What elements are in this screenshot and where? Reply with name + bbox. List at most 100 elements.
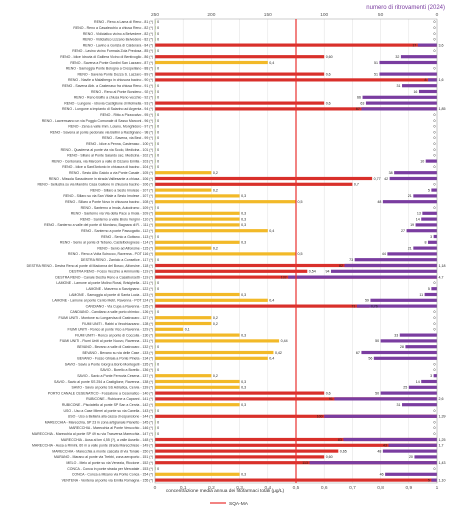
- count-bar: [424, 292, 437, 297]
- count-bar: [373, 356, 437, 360]
- conc-value-label: 1,6: [439, 78, 444, 82]
- conc-bar: [155, 194, 240, 198]
- station-label: RENO - Idice a Penna, Castenaso - 100 (*…: [86, 142, 153, 146]
- conc-value-label: 0: [157, 426, 159, 430]
- conc-value-label: 0,2: [213, 171, 218, 175]
- conc-value-label: 0: [157, 49, 159, 53]
- count-value-label: 0: [434, 26, 436, 30]
- conc-value-label: 0,3: [241, 194, 246, 198]
- station-label: RENO - Lavino vicino Formaia Zola Predos…: [72, 49, 153, 53]
- conc-bar: [155, 147, 156, 152]
- conc-bar: [155, 310, 156, 314]
- count-value-label: 5: [428, 188, 430, 192]
- count-value-label: 73: [349, 258, 353, 262]
- station-label: RENO - Savena a Ponte Gordini San Lazzar…: [70, 61, 153, 65]
- count-value-label: 0: [434, 426, 436, 430]
- conc-bar: [155, 72, 325, 76]
- station-label: RENO - Sillaro su via San Vitale a Sesto…: [63, 194, 153, 198]
- conc-bar: [155, 118, 156, 123]
- station-label: RENO - Santerno via Via della Pace a Imo…: [71, 212, 153, 216]
- conc-value-label: 0,7: [354, 183, 359, 187]
- count-value-label: 28: [400, 345, 404, 349]
- station-label: RENO - Zena a valle Imm. Loiano, Monghid…: [68, 125, 153, 129]
- station-label: RENO - Ritto a Pizzocalvo - 95 (*): [100, 113, 153, 117]
- count-bar: [418, 89, 437, 94]
- count-value-label: 0: [434, 113, 436, 117]
- station-label: RENO - Reno al Ponte Bondeno - 92 (*): [91, 90, 153, 94]
- conc-value-label: 0,3: [241, 386, 246, 390]
- station-label: RENO - Idice a Sant'Antonio in chiusura …: [62, 165, 153, 169]
- conc-bar: [155, 368, 156, 372]
- conc-value-label: 0,3: [241, 241, 246, 245]
- station-label: RENO - Reno a Lama di Reno - 81 (*): [94, 20, 153, 24]
- count-bar: [413, 194, 437, 198]
- conc-bar: [155, 130, 156, 134]
- station-label: SAVIO - Borello a Borello - 136 (*): [100, 368, 153, 372]
- conc-value-label: 0,2: [213, 322, 218, 326]
- station-label: RENO - Missola Sassoleone in strada Vall…: [49, 177, 153, 181]
- conc-bar: [155, 142, 156, 146]
- station-label: RENO - Vidiciatico vicino a Belvedere - …: [83, 32, 153, 36]
- count-value-label: 0: [434, 136, 436, 140]
- count-bar: [421, 379, 437, 384]
- conc-value-label: 0: [157, 130, 159, 134]
- station-label: LAMONE - Marzeno a Sarzignano - 122 (*): [86, 287, 153, 291]
- conc-bar: [155, 321, 212, 326]
- count-tick-label: 0: [436, 12, 439, 18]
- count-value-label: 67: [356, 351, 360, 355]
- conc-bar: [155, 200, 296, 204]
- count-bar: [380, 391, 437, 395]
- conc-bar: [155, 240, 240, 244]
- conc-bar: [155, 385, 240, 389]
- count-value-label: 5: [428, 287, 430, 291]
- conc-bar: [155, 339, 280, 343]
- conc-bar: [155, 234, 156, 239]
- station-label: MARANO - Marano al ponte via Trebbi, zon…: [54, 455, 153, 459]
- station-label: SAVIO - Savio a Ponte Ferrovia Cesena - …: [77, 374, 153, 378]
- station-label: CONCA - Conca a Misano via Ponte Conca -…: [72, 473, 153, 477]
- count-value-label: 51: [374, 72, 378, 76]
- count-value-label: 3: [430, 235, 432, 239]
- conc-bar: [155, 327, 184, 331]
- count-bar: [361, 107, 437, 111]
- station-label: RUBICONE - Pisciatello al ponte SP San a…: [62, 403, 153, 407]
- conc-value-label: 0: [157, 154, 159, 158]
- count-bar: [370, 298, 437, 302]
- conc-value-label: 0,3: [241, 223, 246, 227]
- count-value-label: 0: [434, 142, 436, 146]
- count-bar: [344, 263, 437, 268]
- count-tick-label: 200: [207, 12, 215, 18]
- conc-bar: [155, 124, 156, 128]
- count-value-label: 50: [375, 391, 379, 395]
- station-label: RENO - Idice Idrovia di Galliera Vicino …: [60, 55, 153, 59]
- labels-layer: RENO - Reno a Lama di Reno - 81 (*) 0 0 REN…: [27, 20, 446, 482]
- count-value-label: 0: [434, 32, 436, 36]
- conc-value-label: 0: [157, 287, 159, 291]
- count-value-label: 91: [329, 397, 333, 401]
- station-label: RENO - Vidiciatico Lizzano Belvedere - 8…: [83, 38, 153, 42]
- conc-bar: [155, 408, 156, 413]
- conc-bar: [155, 449, 339, 453]
- conc-bar: [155, 379, 240, 384]
- conc-bar: [155, 223, 240, 227]
- conc-bar: [155, 466, 156, 471]
- conc-tick-label: 0,7: [349, 485, 356, 491]
- count-value-label: 67: [356, 107, 360, 111]
- conc-bar: [155, 182, 353, 186]
- count-value-label: 0: [434, 328, 436, 332]
- conc-value-label: 0,3: [241, 293, 246, 297]
- count-bar: [362, 95, 437, 99]
- station-label: RENO - Senio a Gottano - 113 (*): [101, 235, 153, 239]
- count-bar: [385, 472, 437, 476]
- station-label: RENO - Sellustra su via Mandrio Casa Gal…: [37, 183, 153, 187]
- count-value-label: 0: [434, 310, 436, 314]
- station-label: DESTRA RENO - Fosso Vecchio a Ammonite -…: [69, 270, 153, 274]
- station-label: RENO - Senio ad Alfonsine - 115 (*): [97, 246, 153, 250]
- count-bar: [343, 437, 437, 442]
- conc-value-label: 1,18: [439, 264, 446, 268]
- conc-value-label: 0: [157, 420, 159, 424]
- count-value-label: 17: [412, 43, 416, 47]
- conc-value-label: 0: [157, 67, 159, 71]
- count-bar: [388, 443, 437, 447]
- conc-value-label: 1,10: [439, 478, 446, 482]
